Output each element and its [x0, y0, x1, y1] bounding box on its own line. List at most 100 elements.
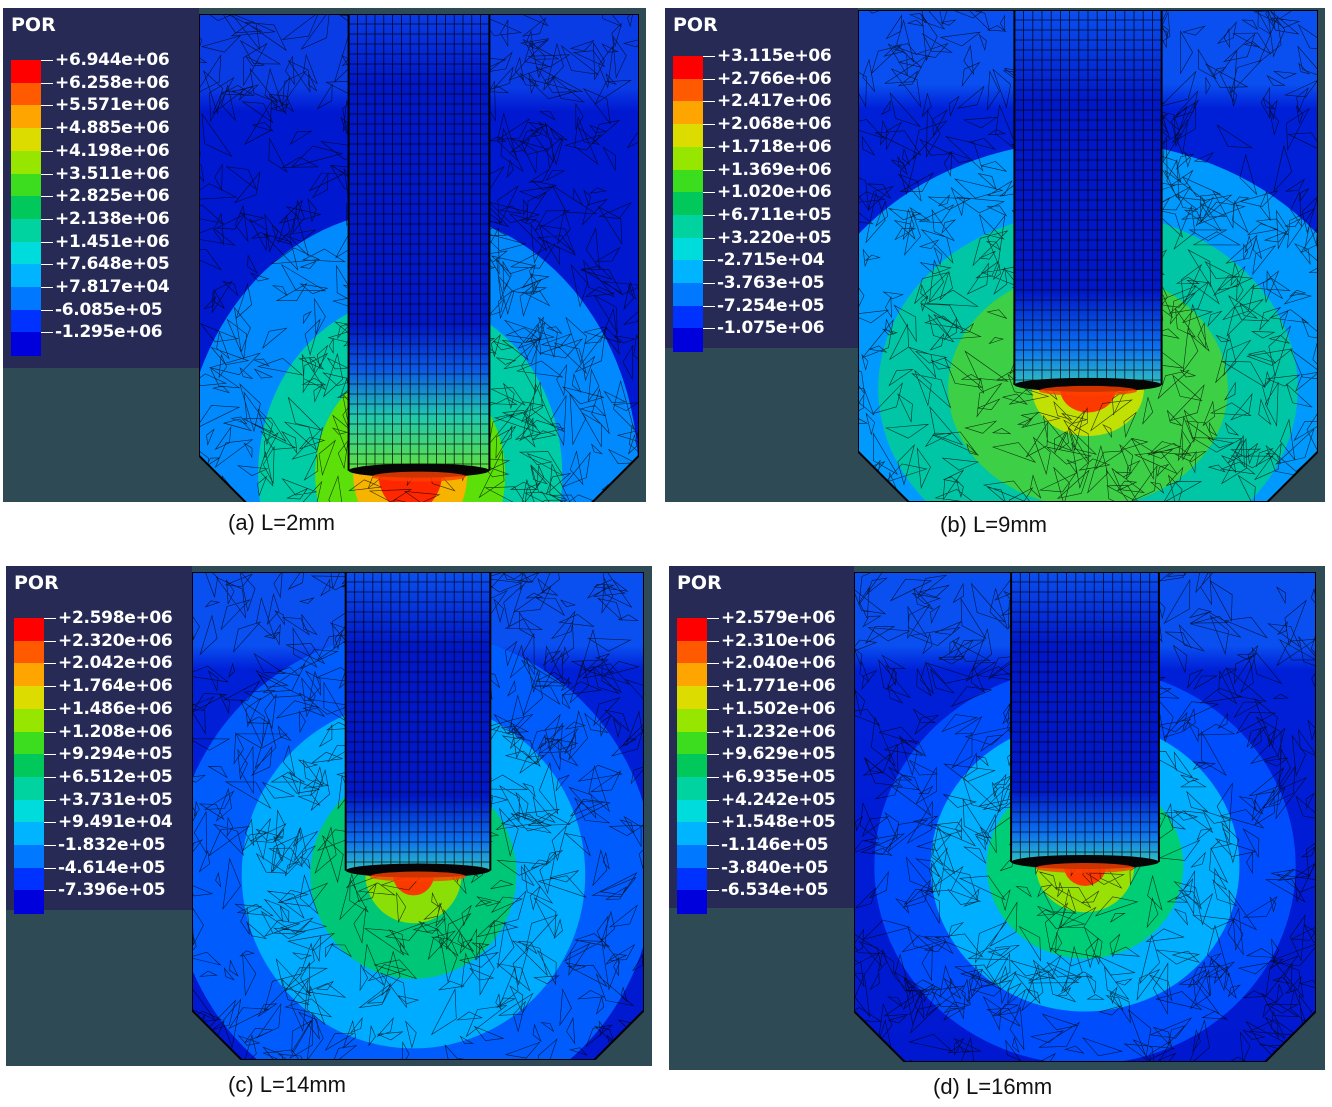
legend-swatch — [14, 799, 44, 823]
legend-value: -1.075e+06 — [717, 318, 825, 339]
legend-value: -3.763e+05 — [717, 273, 825, 293]
legend-tick — [44, 799, 56, 801]
legend-swatch — [14, 663, 44, 687]
legend-tick — [41, 264, 53, 266]
legend-swatch — [11, 264, 41, 288]
legend-value: -2.715e+04 — [717, 250, 825, 271]
legend-value: +9.294e+05 — [58, 744, 173, 765]
panel-c: POR +2.598e+06 +2.320e+06 +2.042e+06 +1.764… — [6, 566, 652, 1066]
legend-swatch — [673, 283, 703, 307]
caption-a: (a) L=2mm — [228, 510, 335, 535]
legend-swatch — [14, 845, 44, 869]
legend-tick — [703, 192, 715, 194]
legend-value: -7.396e+05 — [58, 880, 166, 901]
legend-value: +1.486e+06 — [58, 698, 173, 719]
legend-swatch — [11, 173, 41, 197]
legend-tick — [707, 618, 719, 619]
legend-tick — [703, 237, 715, 239]
legend-swatch — [14, 618, 44, 642]
legend-value: +2.138e+06 — [55, 208, 170, 229]
legend-value: +1.502e+06 — [721, 698, 836, 719]
legend-value: +2.040e+06 — [721, 653, 836, 674]
legend-tick — [41, 332, 53, 334]
legend-value: +1.764e+06 — [58, 676, 173, 697]
caption-d: (d) L=16mm — [933, 1074, 1053, 1099]
legend-value: -3.840e+05 — [721, 857, 829, 878]
legend-value: -6.534e+05 — [721, 880, 829, 901]
legend-tick — [703, 56, 715, 57]
legend-swatch — [677, 845, 707, 869]
legend-value: +2.042e+06 — [58, 653, 173, 674]
legend-tick — [703, 78, 715, 80]
panel-b: POR +3.115e+06 +2.766e+06 +2.417e+06 +2.068… — [665, 8, 1325, 502]
legend-swatch — [11, 82, 41, 106]
legend-swatch — [14, 708, 44, 732]
legend-swatch — [673, 260, 703, 284]
legend-swatch — [11, 287, 41, 311]
legend-tick — [707, 799, 719, 801]
legend-tick — [707, 708, 719, 710]
legend-tick — [703, 328, 715, 330]
legend-swatch — [677, 890, 707, 914]
legend-swatch — [11, 309, 41, 333]
legend-swatch — [14, 754, 44, 778]
legend-tick — [44, 822, 56, 824]
legend-tick — [707, 776, 719, 778]
legend-swatch — [677, 822, 707, 846]
mesh-model — [192, 572, 644, 1060]
legend-swatch — [11, 196, 41, 220]
legend-swatch — [673, 192, 703, 216]
legend-value: +4.198e+06 — [55, 140, 170, 161]
legend-value: +1.369e+06 — [717, 159, 832, 180]
legend-tick — [707, 640, 719, 642]
legend-swatch — [677, 754, 707, 778]
legend-value: +6.512e+05 — [58, 766, 173, 787]
legend-tick — [703, 283, 715, 284]
legend-tick — [41, 309, 53, 311]
legend-tick — [44, 776, 56, 778]
panel-a: POR +6.944e+06 +6.258e+06 +5.571e+06 +4.885… — [3, 8, 646, 502]
legend-value: +1.208e+06 — [58, 721, 173, 742]
legend-value: +7.817e+04 — [55, 277, 170, 297]
legend-tick — [44, 640, 56, 642]
legend-tick — [703, 146, 715, 148]
legend-swatch — [14, 867, 44, 891]
legend-value: +2.825e+06 — [55, 186, 170, 207]
legend-swatch — [11, 218, 41, 243]
legend-title: POR — [665, 8, 858, 36]
legend-swatch — [14, 686, 44, 710]
legend-value: +2.068e+06 — [717, 114, 832, 135]
legend-swatch — [673, 328, 703, 352]
legend-value: +2.579e+06 — [721, 608, 836, 628]
legend-tick — [707, 822, 719, 824]
legend-value: -4.614e+05 — [58, 857, 166, 878]
legend-value: +2.310e+06 — [721, 630, 836, 651]
legend-tick — [707, 890, 719, 892]
legend-tick — [41, 128, 53, 130]
legend-tick — [41, 82, 53, 84]
legend-value: +6.944e+06 — [55, 50, 170, 70]
legend-value: -6.085e+05 — [55, 299, 163, 320]
legend-tick — [707, 845, 719, 846]
legend-swatch — [11, 332, 41, 356]
legend-tick — [41, 105, 53, 107]
legend-tick — [44, 618, 56, 619]
caption-b: (b) L=9mm — [940, 512, 1047, 537]
legend-value: +9.491e+04 — [58, 812, 173, 833]
legend-swatch — [673, 78, 703, 102]
legend-swatch — [14, 822, 44, 846]
legend-value: +1.718e+06 — [717, 136, 832, 157]
legend-swatch — [14, 776, 44, 801]
legend-title: POR — [6, 566, 192, 594]
legend-swatch — [677, 731, 707, 755]
legend-swatch — [673, 56, 703, 80]
mesh-model — [199, 14, 639, 502]
legend-value: +3.731e+05 — [58, 789, 173, 810]
legend-tick — [707, 754, 719, 756]
legend-value: -1.146e+05 — [721, 835, 829, 855]
legend-swatch — [11, 60, 41, 84]
legend-swatch — [673, 214, 703, 239]
legend-tick — [707, 731, 719, 733]
legend-tick — [44, 686, 56, 688]
legend-value: -1.295e+06 — [55, 322, 163, 343]
